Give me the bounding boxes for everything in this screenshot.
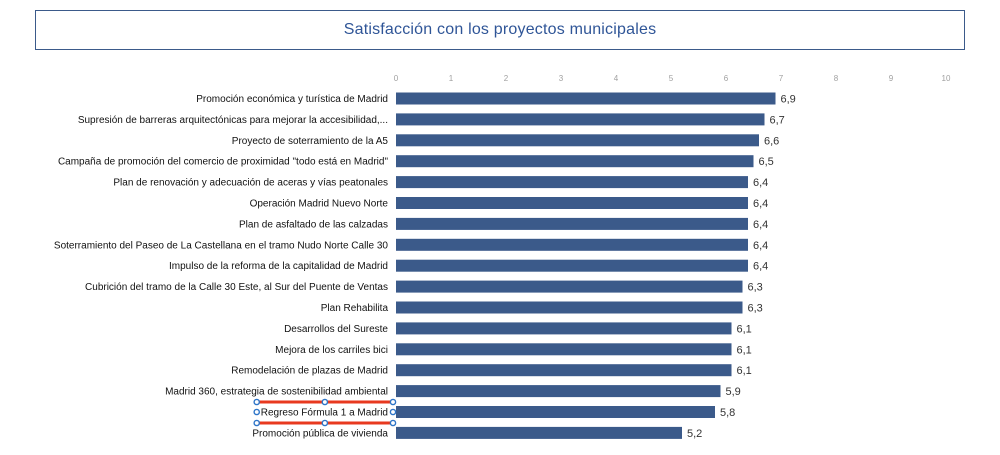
x-tick-label: 6 [724, 74, 729, 83]
selection-handle[interactable] [253, 398, 261, 406]
bar[interactable] [396, 343, 732, 356]
selection-handle[interactable] [253, 419, 261, 427]
bar[interactable] [396, 406, 715, 418]
category-label[interactable]: Supresión de barreras arquitectónicas pa… [78, 115, 388, 126]
data-label: 6,3 [748, 282, 763, 294]
chart-title: Satisfacción con los proyectos municipal… [343, 21, 657, 38]
category-label[interactable]: Plan de renovación y adecuación de acera… [113, 178, 388, 189]
bar[interactable] [396, 385, 721, 398]
bar[interactable] [396, 322, 732, 335]
x-tick-label: 1 [449, 74, 454, 83]
data-label: 6,5 [759, 156, 774, 168]
data-label: 6,1 [737, 365, 752, 377]
x-tick-label: 7 [779, 74, 784, 83]
data-label: 5,9 [726, 386, 741, 398]
data-label: 6,9 [781, 94, 796, 106]
bar[interactable] [396, 364, 732, 377]
category-label[interactable]: Plan de asfaltado de las calzadas [239, 219, 388, 230]
bar[interactable] [396, 259, 748, 272]
bar[interactable] [396, 92, 776, 105]
bar[interactable] [396, 113, 765, 126]
data-label: 6,4 [753, 219, 768, 231]
data-label: 6,4 [753, 177, 768, 189]
bar[interactable] [396, 134, 759, 147]
selection-handle[interactable] [389, 408, 397, 416]
category-label[interactable]: Plan Rehabilita [321, 303, 389, 314]
category-label[interactable]: Proyecto de soterramiento de la A5 [232, 136, 389, 147]
x-tick-label: 5 [669, 74, 674, 83]
bar[interactable] [396, 155, 754, 168]
x-tick-label: 3 [559, 74, 564, 83]
category-label[interactable]: Campaña de promoción del comercio de pro… [58, 157, 389, 168]
selection-handle[interactable] [321, 419, 329, 427]
category-label[interactable]: Soterramiento del Paseo de La Castellana… [54, 240, 389, 251]
x-tick-label: 2 [504, 74, 509, 83]
category-label[interactable]: Promoción pública de vivienda [252, 428, 388, 439]
category-label[interactable]: Remodelación de plazas de Madrid [231, 366, 388, 377]
category-label[interactable]: Regreso Fórmula 1 a Madrid [261, 408, 388, 419]
data-label: 6,4 [753, 240, 768, 252]
selection-handle[interactable] [389, 419, 397, 427]
x-tick-label: 10 [942, 74, 951, 83]
x-tick-label: 4 [614, 74, 619, 83]
data-label: 6,7 [770, 114, 785, 126]
bar[interactable] [396, 280, 743, 293]
data-label: 5,2 [687, 428, 702, 440]
data-label: 6,1 [737, 344, 752, 356]
data-label: 5,8 [720, 407, 735, 419]
selection-handle[interactable] [253, 408, 261, 416]
bar[interactable] [396, 426, 682, 439]
category-label[interactable]: Cubrición del tramo de la Calle 30 Este,… [85, 282, 388, 293]
selection-handle[interactable] [321, 398, 329, 406]
data-label: 6,1 [737, 323, 752, 335]
category-label[interactable]: Operación Madrid Nuevo Norte [250, 199, 389, 210]
data-label: 6,4 [753, 198, 768, 210]
category-label[interactable]: Mejora de los carriles bici [275, 345, 388, 356]
category-label[interactable]: Promoción económica y turística de Madri… [196, 94, 388, 105]
data-label: 6,4 [753, 261, 768, 273]
bar[interactable] [396, 197, 748, 209]
data-label: 6,3 [748, 303, 763, 315]
bar[interactable] [396, 238, 748, 251]
category-label[interactable]: Madrid 360, estrategia de sostenibilidad… [165, 387, 388, 398]
x-tick-label: 8 [834, 74, 839, 83]
bar[interactable] [396, 217, 748, 230]
x-tick-label: 0 [394, 74, 399, 83]
x-tick-label: 9 [889, 74, 894, 83]
bar[interactable] [396, 301, 743, 314]
data-label: 6,6 [764, 135, 779, 147]
category-label[interactable]: Desarrollos del Sureste [284, 324, 388, 335]
selection-handle[interactable] [389, 398, 397, 406]
bar[interactable] [396, 176, 748, 189]
chart-title-box: Satisfacción con los proyectos municipal… [35, 10, 965, 50]
category-label[interactable]: Impulso de la reforma de la capitalidad … [169, 261, 388, 272]
